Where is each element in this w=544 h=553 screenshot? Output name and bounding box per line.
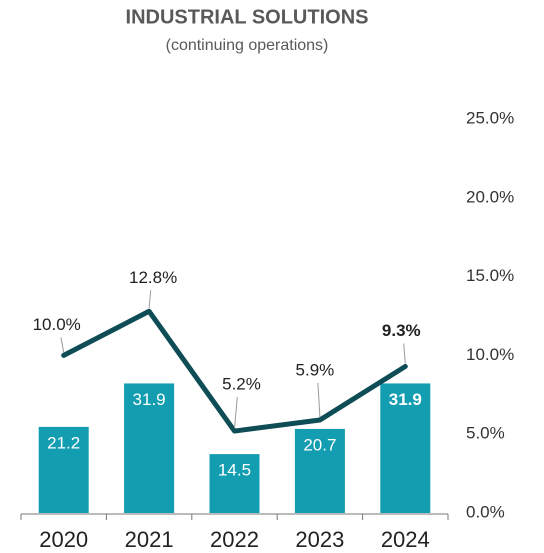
x-tick-label: 2022 (210, 527, 259, 552)
y2-tick-label: 15.0% (466, 266, 514, 285)
y2-tick-label: 25.0% (466, 108, 514, 127)
bar-label: 31.9 (389, 390, 422, 409)
bar (380, 383, 431, 513)
bar (294, 428, 345, 513)
line (61, 308, 408, 434)
chart-subtitle: (continuing operations) (166, 37, 329, 54)
line-label: 5.9% (296, 361, 335, 380)
bar (124, 383, 175, 513)
bar (38, 426, 89, 513)
leader-line (148, 290, 152, 309)
leader-line (317, 382, 321, 418)
bar-label: 20.7 (303, 435, 336, 454)
line-label: 10.0% (33, 315, 81, 334)
bar-label: 14.5 (218, 461, 251, 480)
x-tick-label: 2024 (381, 527, 430, 552)
y2-tick-label: 10.0% (466, 345, 514, 364)
y2-tick-label: 0.0% (466, 502, 505, 521)
line-label: 9.3% (382, 321, 421, 340)
line-label: 12.8% (129, 268, 177, 287)
chart-title: INDUSTRIAL SOLUTIONS (126, 6, 369, 28)
x-tick-label: 2023 (295, 527, 344, 552)
line-label: 5.2% (222, 375, 261, 394)
bar-label: 21.2 (47, 433, 80, 452)
bar (209, 454, 260, 513)
x-tick-label: 2020 (39, 527, 88, 552)
y2-tick-label: 5.0% (466, 424, 505, 443)
leader-line (60, 337, 65, 353)
x-tick-label: 2021 (125, 527, 174, 552)
y2-tick-label: 20.0% (466, 187, 514, 206)
leader-line (403, 343, 406, 364)
bar-label: 31.9 (133, 390, 166, 409)
leader-line (234, 397, 238, 429)
